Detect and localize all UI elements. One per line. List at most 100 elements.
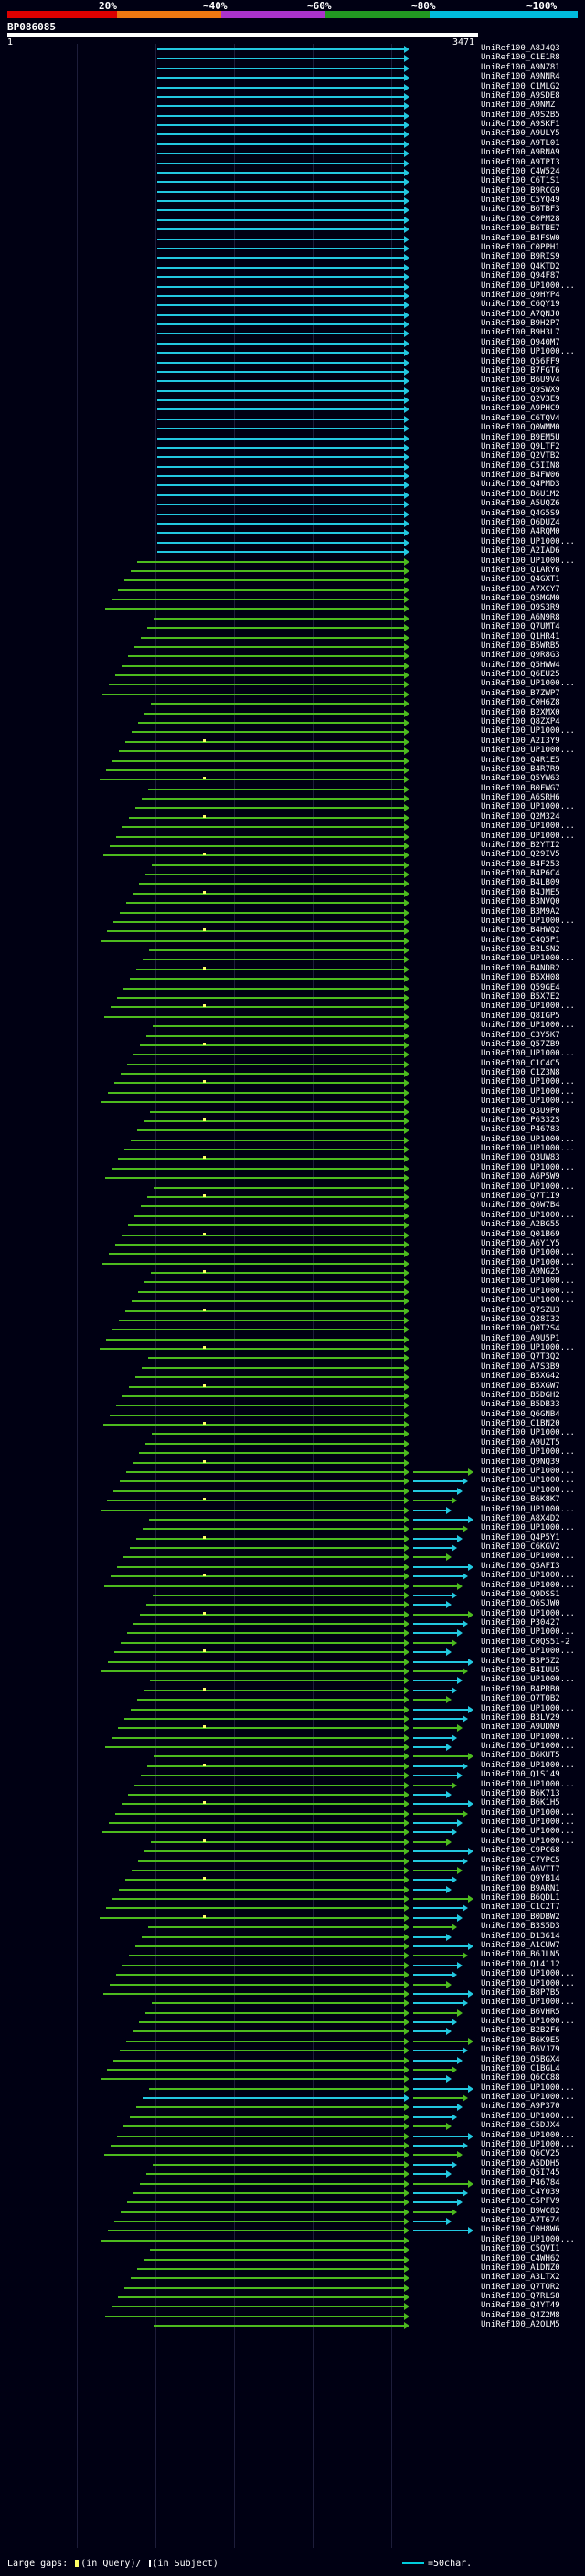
hit-link[interactable]: UniRef100_UP1000... bbox=[481, 536, 575, 546]
hit-link[interactable]: UniRef100_UP1000... bbox=[481, 1077, 575, 1087]
hit-link[interactable]: UniRef100_B0FWG7 bbox=[481, 783, 560, 793]
hit-link[interactable]: UniRef100_P46783 bbox=[481, 1125, 560, 1135]
hit-link[interactable]: UniRef100_Q7UMT4 bbox=[481, 622, 560, 632]
hit-link[interactable]: UniRef100_B4PRB0 bbox=[481, 1684, 560, 1694]
hit-link[interactable]: UniRef100_UP1000... bbox=[481, 1467, 575, 1476]
hit-link[interactable]: UniRef100_B6VHR5 bbox=[481, 2007, 560, 2017]
hit-link[interactable]: UniRef100_UP1000... bbox=[481, 1296, 575, 1306]
hit-link[interactable]: UniRef100_Q9S3R9 bbox=[481, 603, 560, 613]
hit-link[interactable]: UniRef100_Q2V3E9 bbox=[481, 395, 560, 405]
hit-link[interactable]: UniRef100_Q59GE4 bbox=[481, 982, 560, 992]
hit-link[interactable]: UniRef100_A9NNR4 bbox=[481, 72, 560, 82]
hit-link[interactable]: UniRef100_B9EM5U bbox=[481, 432, 560, 442]
hit-link[interactable]: UniRef100_UP1000... bbox=[481, 1552, 575, 1562]
hit-link[interactable]: UniRef100_P6332S bbox=[481, 1115, 560, 1125]
hit-link[interactable]: UniRef100_A9NG25 bbox=[481, 1267, 560, 1277]
hit-link[interactable]: UniRef100_Q6GNB4 bbox=[481, 1409, 560, 1419]
hit-link[interactable]: UniRef100_Q57ZB9 bbox=[481, 1039, 560, 1049]
hit-link[interactable]: UniRef100_B4NDR2 bbox=[481, 963, 560, 973]
hit-link[interactable]: UniRef100_B6K8K7 bbox=[481, 1495, 560, 1505]
hit-link[interactable]: UniRef100_UP1000... bbox=[481, 1210, 575, 1220]
hit-link[interactable]: UniRef100_A7T674 bbox=[481, 2216, 560, 2226]
hit-link[interactable]: UniRef100_A9S2B5 bbox=[481, 110, 560, 120]
hit-link[interactable]: UniRef100_UP1000... bbox=[481, 1818, 575, 1828]
hit-link[interactable]: UniRef100_UP1000... bbox=[481, 1779, 575, 1789]
hit-link[interactable]: UniRef100_UP1000... bbox=[481, 1485, 575, 1495]
hit-link[interactable]: UniRef100_UP1000... bbox=[481, 746, 575, 756]
hit-link[interactable]: UniRef100_B4IUU5 bbox=[481, 1665, 560, 1675]
hit-link[interactable]: UniRef100_UP1000... bbox=[481, 1257, 575, 1267]
hit-link[interactable]: UniRef100_B4JME5 bbox=[481, 887, 560, 897]
hit-link[interactable]: UniRef100_A9P370 bbox=[481, 2102, 560, 2112]
hit-link[interactable]: UniRef100_P30427 bbox=[481, 1618, 560, 1628]
hit-link[interactable]: UniRef100_Q7RLS8 bbox=[481, 2292, 560, 2302]
hit-link[interactable]: UniRef100_UP1000... bbox=[481, 1162, 575, 1172]
hit-link[interactable]: UniRef100_A3LTX2 bbox=[481, 2273, 560, 2283]
hit-link[interactable]: UniRef100_Q4KTD2 bbox=[481, 261, 560, 271]
hit-link[interactable]: UniRef100_A9U5P1 bbox=[481, 1333, 560, 1343]
hit-link[interactable]: UniRef100_UP1000... bbox=[481, 1021, 575, 1031]
hit-link[interactable]: UniRef100_Q5BGX4 bbox=[481, 2054, 560, 2064]
hit-link[interactable]: UniRef100_UP1000... bbox=[481, 1286, 575, 1296]
hit-link[interactable]: UniRef100_B5WRB5 bbox=[481, 641, 560, 651]
hit-link[interactable]: UniRef100_Q3U9P0 bbox=[481, 1106, 560, 1116]
hit-link[interactable]: UniRef100_A6N9R8 bbox=[481, 612, 560, 622]
hit-link[interactable]: UniRef100_A5DDH5 bbox=[481, 2158, 560, 2168]
hit-link[interactable]: UniRef100_P46784 bbox=[481, 2178, 560, 2188]
hit-link[interactable]: UniRef100_Q7SZU3 bbox=[481, 1305, 560, 1315]
hit-link[interactable]: UniRef100_Q4P5Y1 bbox=[481, 1532, 560, 1542]
hit-link[interactable]: UniRef100_C1BGL4 bbox=[481, 2063, 560, 2073]
hit-link[interactable]: UniRef100_UP1000... bbox=[481, 1998, 575, 2008]
hit-link[interactable]: UniRef100_UP1000... bbox=[481, 1049, 575, 1059]
hit-link[interactable]: UniRef100_UP1000... bbox=[481, 679, 575, 689]
hit-link[interactable]: UniRef100_B6KUT5 bbox=[481, 1751, 560, 1761]
hit-link[interactable]: UniRef100_UP1000... bbox=[481, 954, 575, 964]
hit-link[interactable]: UniRef100_Q3UW83 bbox=[481, 1153, 560, 1163]
hit-link[interactable]: UniRef100_Q56FF9 bbox=[481, 356, 560, 366]
hit-link[interactable]: UniRef100_Q6DUZ4 bbox=[481, 518, 560, 527]
hit-link[interactable]: UniRef100_B2B2F6 bbox=[481, 2026, 560, 2036]
hit-link[interactable]: UniRef100_B9WC82 bbox=[481, 2206, 560, 2216]
hit-link[interactable]: UniRef100_B3S5D3 bbox=[481, 1922, 560, 1932]
hit-link[interactable]: UniRef100_C3Y5K7 bbox=[481, 1030, 560, 1040]
hit-link[interactable]: UniRef100_C5IIN8 bbox=[481, 461, 560, 471]
hit-link[interactable]: UniRef100_Q1S149 bbox=[481, 1770, 560, 1780]
hit-link[interactable]: UniRef100_UP1000... bbox=[481, 1248, 575, 1258]
hit-link[interactable]: UniRef100_D13614 bbox=[481, 1931, 560, 1941]
hit-link[interactable]: UniRef100_UP1000... bbox=[481, 822, 575, 832]
hit-link[interactable]: UniRef100_Q9R8G3 bbox=[481, 651, 560, 661]
hit-link[interactable]: UniRef100_Q5MGM0 bbox=[481, 594, 560, 604]
hit-link[interactable]: UniRef100_Q6EU25 bbox=[481, 670, 560, 680]
hit-link[interactable]: UniRef100_B9RIS9 bbox=[481, 252, 560, 262]
hit-link[interactable]: UniRef100_Q29IV5 bbox=[481, 850, 560, 860]
hit-link[interactable]: UniRef100_UP1000... bbox=[481, 1504, 575, 1514]
hit-link[interactable]: UniRef100_B5DGH2 bbox=[481, 1390, 560, 1400]
hit-link[interactable]: UniRef100_C5QVI1 bbox=[481, 2244, 560, 2254]
hit-link[interactable]: UniRef100_Q9SWX9 bbox=[481, 385, 560, 395]
hit-link[interactable]: UniRef100_UP1000... bbox=[481, 831, 575, 841]
hit-link[interactable]: UniRef100_B4FSW0 bbox=[481, 233, 560, 243]
hit-link[interactable]: UniRef100_B3P5Z2 bbox=[481, 1656, 560, 1666]
hit-link[interactable]: UniRef100_B4FW06 bbox=[481, 471, 560, 481]
hit-link[interactable]: UniRef100_UP1000... bbox=[481, 1523, 575, 1533]
hit-link[interactable]: UniRef100_C6TQV4 bbox=[481, 413, 560, 423]
hit-link[interactable]: UniRef100_C7YPC5 bbox=[481, 1855, 560, 1865]
hit-link[interactable]: UniRef100_A9ULY5 bbox=[481, 129, 560, 139]
hit-link[interactable]: UniRef100_Q8ZXP4 bbox=[481, 716, 560, 726]
hit-link[interactable]: UniRef100_UP1000... bbox=[481, 2017, 575, 2027]
hit-link[interactable]: UniRef100_Q7T1I9 bbox=[481, 1191, 560, 1201]
hit-link[interactable]: UniRef100_Q4YT49 bbox=[481, 2301, 560, 2311]
hit-link[interactable]: UniRef100_C1BN20 bbox=[481, 1419, 560, 1429]
hit-link[interactable]: UniRef100_C5YQ49 bbox=[481, 196, 560, 206]
hit-link[interactable]: UniRef100_B6TBF3 bbox=[481, 205, 560, 215]
hit-link[interactable]: UniRef100_A9PHC9 bbox=[481, 404, 560, 414]
hit-link[interactable]: UniRef100_B6U9V4 bbox=[481, 376, 560, 386]
hit-link[interactable]: UniRef100_UP1000... bbox=[481, 1002, 575, 1012]
hit-link[interactable]: UniRef100_A8X4D2 bbox=[481, 1513, 560, 1523]
hit-link[interactable]: UniRef100_B3LV29 bbox=[481, 1712, 560, 1723]
hit-link[interactable]: UniRef100_UP1000... bbox=[481, 1742, 575, 1752]
hit-link[interactable]: UniRef100_Q1ARY6 bbox=[481, 565, 560, 575]
hit-link[interactable]: UniRef100_C6KGV2 bbox=[481, 1542, 560, 1553]
hit-link[interactable]: UniRef100_A6P5W9 bbox=[481, 1172, 560, 1182]
hit-link[interactable]: UniRef100_B5DB33 bbox=[481, 1400, 560, 1410]
